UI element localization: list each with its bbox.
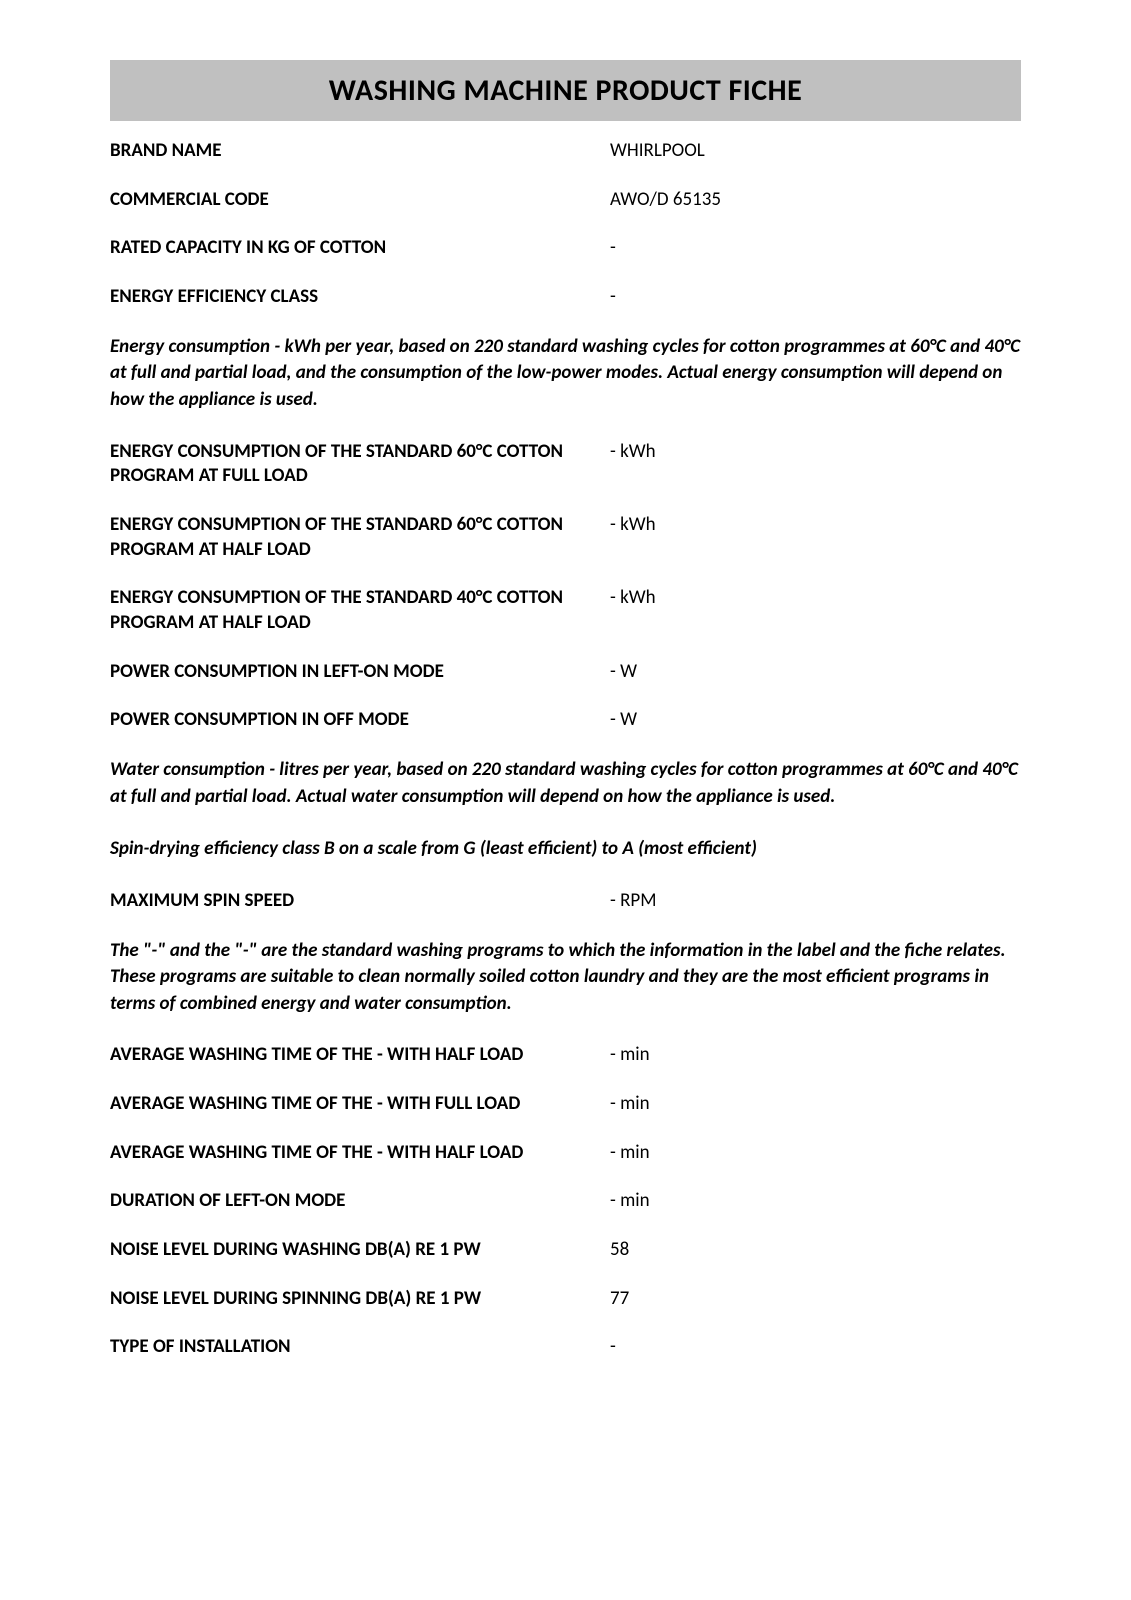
spec-row: MAXIMUM SPIN SPEED- RPM xyxy=(110,889,1021,914)
spec-value: - RPM xyxy=(610,889,1021,914)
section-1: BRAND NAMEWHIRLPOOLCOMMERCIAL CODEAWO/D … xyxy=(110,139,1021,310)
spec-row: ENERGY CONSUMPTION OF THE STANDARD 40°C … xyxy=(110,586,1021,635)
spec-label: ENERGY CONSUMPTION OF THE STANDARD 60°C … xyxy=(110,513,610,562)
spec-value: AWO/D 65135 xyxy=(610,188,1021,213)
spec-label: POWER CONSUMPTION IN OFF MODE xyxy=(110,708,610,733)
spec-row: ENERGY CONSUMPTION OF THE STANDARD 60°C … xyxy=(110,513,1021,562)
spec-row: NOISE LEVEL DURING WASHING DB(A) RE 1 PW… xyxy=(110,1238,1021,1263)
spec-row: RATED CAPACITY IN KG OF COTTON- xyxy=(110,236,1021,261)
spec-label: NOISE LEVEL DURING SPINNING DB(A) RE 1 P… xyxy=(110,1287,610,1312)
spec-value: 77 xyxy=(610,1287,1021,1312)
note-programs: The "-" and the "-" are the standard was… xyxy=(110,938,1021,1018)
spec-label: AVERAGE WASHING TIME OF THE - WITH HALF … xyxy=(110,1141,610,1166)
spec-value: - xyxy=(610,1335,1021,1360)
spec-label: POWER CONSUMPTION IN LEFT-ON MODE xyxy=(110,660,610,685)
spec-row: AVERAGE WASHING TIME OF THE - WITH HALF … xyxy=(110,1141,1021,1166)
section-4: AVERAGE WASHING TIME OF THE - WITH HALF … xyxy=(110,1043,1021,1360)
spec-label: DURATION OF LEFT-ON MODE xyxy=(110,1189,610,1214)
spec-value: - W xyxy=(610,708,1021,733)
spec-label: TYPE OF INSTALLATION xyxy=(110,1335,610,1360)
spec-label: ENERGY CONSUMPTION OF THE STANDARD 40°C … xyxy=(110,586,610,635)
page-title: WASHING MACHINE PRODUCT FICHE xyxy=(110,60,1021,121)
spec-value: - min xyxy=(610,1092,1021,1117)
spec-value: WHIRLPOOL xyxy=(610,139,1021,164)
spec-label: ENERGY CONSUMPTION OF THE STANDARD 60°C … xyxy=(110,440,610,489)
spec-row: AVERAGE WASHING TIME OF THE - WITH HALF … xyxy=(110,1043,1021,1068)
spec-row: POWER CONSUMPTION IN OFF MODE- W xyxy=(110,708,1021,733)
spec-row: AVERAGE WASHING TIME OF THE - WITH FULL … xyxy=(110,1092,1021,1117)
spec-row: COMMERCIAL CODEAWO/D 65135 xyxy=(110,188,1021,213)
spec-value: - kWh xyxy=(610,440,1021,465)
spec-value: - xyxy=(610,236,1021,261)
spec-row: ENERGY CONSUMPTION OF THE STANDARD 60°C … xyxy=(110,440,1021,489)
spec-label: BRAND NAME xyxy=(110,139,610,164)
spec-row: TYPE OF INSTALLATION- xyxy=(110,1335,1021,1360)
section-2: ENERGY CONSUMPTION OF THE STANDARD 60°C … xyxy=(110,440,1021,734)
section-3: MAXIMUM SPIN SPEED- RPM xyxy=(110,889,1021,914)
spec-value: - kWh xyxy=(610,586,1021,611)
spec-label: NOISE LEVEL DURING WASHING DB(A) RE 1 PW xyxy=(110,1238,610,1263)
spec-row: DURATION OF LEFT-ON MODE- min xyxy=(110,1189,1021,1214)
spec-value: - kWh xyxy=(610,513,1021,538)
spec-value: - W xyxy=(610,660,1021,685)
spec-value: - min xyxy=(610,1189,1021,1214)
spec-label: RATED CAPACITY IN KG OF COTTON xyxy=(110,236,610,261)
note-spin-class: Spin-drying efficiency class B on a scal… xyxy=(110,836,1021,863)
spec-label: AVERAGE WASHING TIME OF THE - WITH FULL … xyxy=(110,1092,610,1117)
spec-row: ENERGY EFFICIENCY CLASS- xyxy=(110,285,1021,310)
spec-row: NOISE LEVEL DURING SPINNING DB(A) RE 1 P… xyxy=(110,1287,1021,1312)
spec-value: 58 xyxy=(610,1238,1021,1263)
spec-row: POWER CONSUMPTION IN LEFT-ON MODE- W xyxy=(110,660,1021,685)
spec-row: BRAND NAMEWHIRLPOOL xyxy=(110,139,1021,164)
spec-value: - min xyxy=(610,1141,1021,1166)
spec-value: - min xyxy=(610,1043,1021,1068)
spec-value: - xyxy=(610,285,1021,310)
note-energy: Energy consumption - kWh per year, based… xyxy=(110,334,1021,414)
spec-label: AVERAGE WASHING TIME OF THE - WITH HALF … xyxy=(110,1043,610,1068)
spec-label: MAXIMUM SPIN SPEED xyxy=(110,889,610,914)
note-water: Water consumption - litres per year, bas… xyxy=(110,757,1021,810)
spec-label: COMMERCIAL CODE xyxy=(110,188,610,213)
spec-label: ENERGY EFFICIENCY CLASS xyxy=(110,285,610,310)
